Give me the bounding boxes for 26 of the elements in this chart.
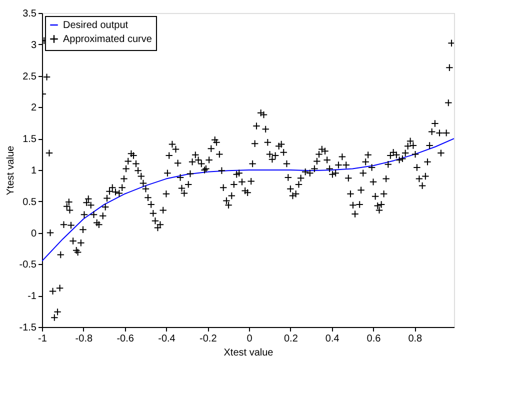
x-tick-label: -1 [38, 334, 48, 344]
y-tick-label: 3 [30, 40, 37, 51]
legend-label: Desired output [63, 20, 128, 31]
x-axis-title: Xtest value [224, 348, 274, 358]
x-tick-label: 0.4 [325, 334, 340, 344]
y-tick-label: 2.5 [22, 71, 37, 82]
x-tick-label: 0 [246, 334, 253, 344]
x-tick-label: -0.2 [200, 334, 218, 344]
y-tick-label: 0.5 [22, 196, 37, 208]
x-tick-label: -0.8 [75, 334, 93, 344]
line-series [42, 138, 454, 262]
y-tick-label: 3.5 [22, 8, 37, 20]
y-tick-label: -1.5 [19, 322, 37, 334]
x-tick-label: 0.8 [408, 334, 423, 344]
y-tick-label: -0.5 [19, 260, 37, 271]
x-tick-label: -0.4 [158, 334, 176, 344]
x-tick-label: -0.6 [116, 334, 134, 344]
y-tick-label: -1 [28, 291, 37, 302]
legend-label: Approximated curve [63, 34, 152, 45]
x-tick-label: 0.2 [284, 334, 298, 344]
y-tick-label: 2 [30, 102, 37, 114]
y-tick-label: 1.5 [22, 134, 37, 146]
y-tick-label: 1 [30, 166, 37, 176]
y-tick-label: 0 [30, 228, 37, 240]
y-axis-title: Ytest value [5, 145, 16, 196]
x-tick-label: 0.6 [366, 334, 382, 344]
